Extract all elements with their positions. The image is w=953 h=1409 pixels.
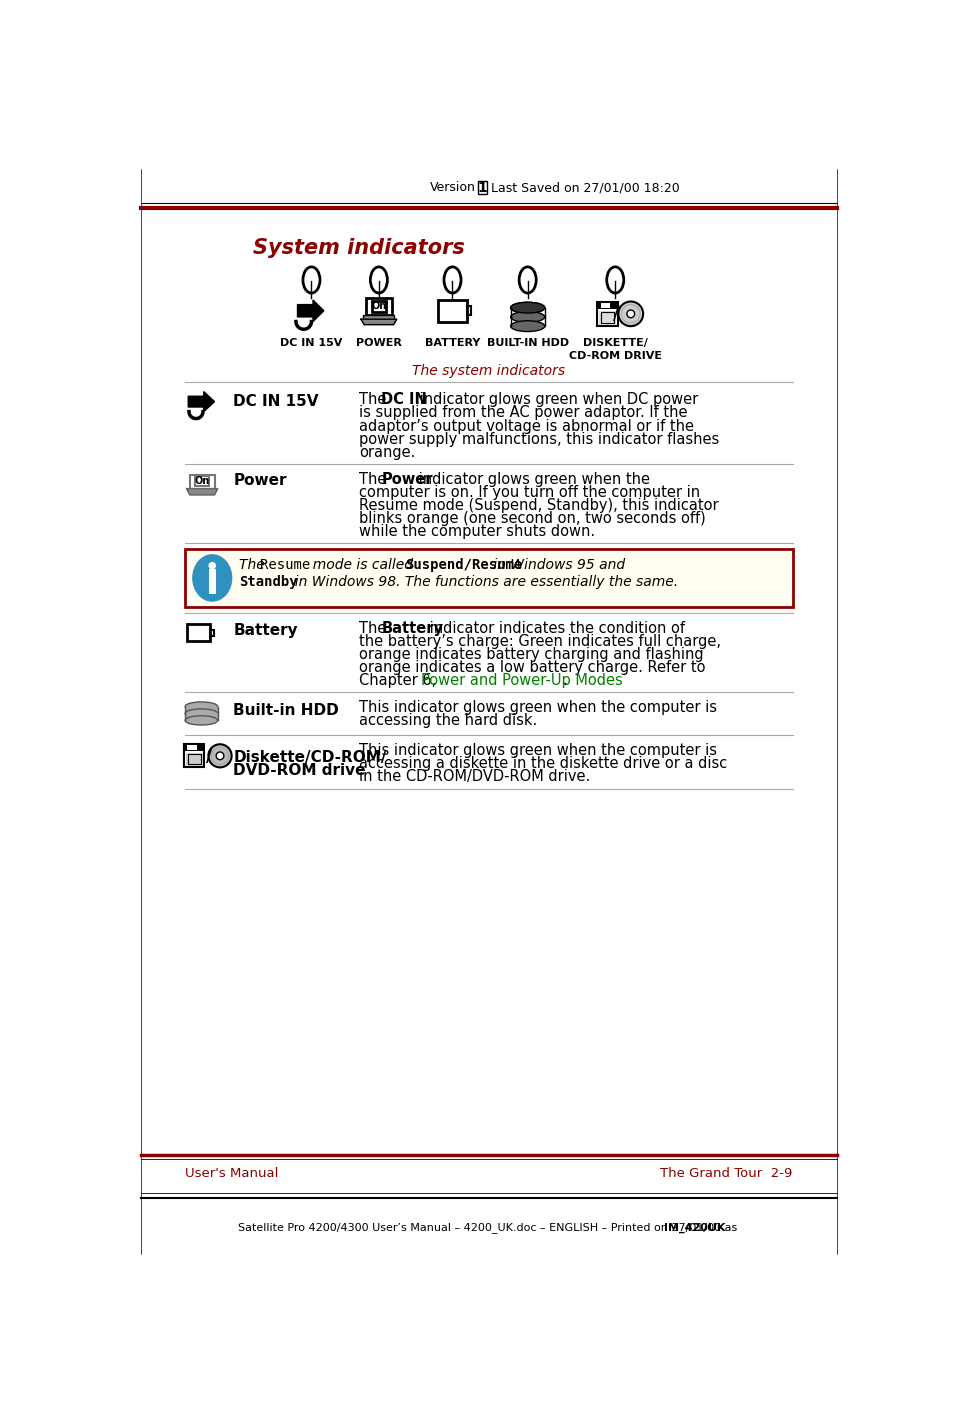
Polygon shape <box>360 320 396 324</box>
Ellipse shape <box>510 303 544 313</box>
Text: mode is called: mode is called <box>304 558 417 572</box>
Bar <box>467 306 471 316</box>
Text: The: The <box>359 621 391 635</box>
Text: BUILT-IN HDD: BUILT-IN HDD <box>486 338 568 348</box>
Text: The: The <box>359 392 391 407</box>
Text: BATTERY: BATTERY <box>424 338 479 348</box>
Text: The system indicators: The system indicators <box>412 364 565 378</box>
Text: Built-in HDD: Built-in HDD <box>233 703 338 719</box>
Text: DC IN 15V: DC IN 15V <box>233 395 318 409</box>
Bar <box>596 302 618 325</box>
Text: DC IN: DC IN <box>381 392 427 407</box>
Text: computer is on. If you turn off the computer in: computer is on. If you turn off the comp… <box>359 485 700 500</box>
Text: adaptor’s output voltage is abnormal or if the: adaptor’s output voltage is abnormal or … <box>359 418 694 434</box>
Text: Power and Power-Up Modes: Power and Power-Up Modes <box>421 674 622 689</box>
Ellipse shape <box>209 562 215 569</box>
Text: POWER: POWER <box>355 338 401 348</box>
Bar <box>185 548 792 607</box>
Text: IM_420UK: IM_420UK <box>663 1223 724 1233</box>
Ellipse shape <box>185 702 217 712</box>
Bar <box>187 745 196 750</box>
Bar <box>185 744 204 751</box>
Text: Suspend/Resume: Suspend/Resume <box>405 558 522 572</box>
Text: The: The <box>239 558 269 572</box>
Text: User's Manual: User's Manual <box>185 1167 278 1179</box>
Polygon shape <box>187 489 217 495</box>
Ellipse shape <box>185 716 217 726</box>
Bar <box>185 713 217 720</box>
Text: orange indicates battery charging and flashing: orange indicates battery charging and fl… <box>359 647 703 662</box>
Text: in Windows 98. The functions are essentially the same.: in Windows 98. The functions are essenti… <box>286 575 678 589</box>
Text: This indicator glows green when the computer is: This indicator glows green when the comp… <box>359 700 717 714</box>
Bar <box>188 754 200 764</box>
Text: Power: Power <box>381 472 433 486</box>
Text: 1: 1 <box>477 180 487 194</box>
Ellipse shape <box>208 744 232 768</box>
Text: is supplied from the AC power adaptor. If the: is supplied from the AC power adaptor. I… <box>359 406 687 420</box>
Text: On: On <box>194 476 210 486</box>
Polygon shape <box>188 392 214 411</box>
Bar <box>599 303 609 307</box>
Text: .: . <box>562 674 567 689</box>
Text: indicator glows green when DC power: indicator glows green when DC power <box>415 392 697 407</box>
Ellipse shape <box>510 303 544 313</box>
Text: in the CD-ROM/DVD-ROM drive.: in the CD-ROM/DVD-ROM drive. <box>359 769 590 783</box>
Text: blinks orange (one second on, two seconds off): blinks orange (one second on, two second… <box>359 511 705 526</box>
Bar <box>210 630 213 635</box>
Text: DISKETTE/
CD-ROM DRIVE: DISKETTE/ CD-ROM DRIVE <box>568 338 661 361</box>
Text: System indicators: System indicators <box>253 238 465 258</box>
Text: Power: Power <box>233 473 286 489</box>
Bar <box>600 313 613 323</box>
Text: orange.: orange. <box>359 445 416 459</box>
Text: indicator indicates the condition of: indicator indicates the condition of <box>424 621 684 635</box>
Ellipse shape <box>618 302 642 325</box>
Text: indicator glows green when the: indicator glows green when the <box>414 472 649 486</box>
Ellipse shape <box>193 555 232 602</box>
Ellipse shape <box>216 752 224 759</box>
Ellipse shape <box>185 709 217 719</box>
Bar <box>363 316 394 320</box>
Bar <box>365 299 392 316</box>
Bar <box>186 752 203 766</box>
Bar <box>597 302 617 309</box>
Ellipse shape <box>626 310 634 317</box>
Polygon shape <box>297 300 323 321</box>
Text: accessing the hard disk.: accessing the hard disk. <box>359 713 537 727</box>
Bar <box>195 476 209 486</box>
Text: Resume: Resume <box>259 558 310 572</box>
Text: DVD-ROM drive: DVD-ROM drive <box>233 762 365 778</box>
Text: The Grand Tour  2-9: The Grand Tour 2-9 <box>659 1167 792 1179</box>
Text: /: / <box>613 304 619 323</box>
Text: Diskette/CD-ROM/: Diskette/CD-ROM/ <box>233 751 386 765</box>
Ellipse shape <box>510 311 544 323</box>
Text: power supply malfunctions, this indicator flashes: power supply malfunctions, this indicato… <box>359 431 719 447</box>
Bar <box>187 624 210 641</box>
Text: while the computer shuts down.: while the computer shuts down. <box>359 524 595 540</box>
Bar <box>598 311 616 324</box>
Bar <box>190 475 214 489</box>
Bar <box>184 744 204 768</box>
Text: orange indicates a low battery charge. Refer to: orange indicates a low battery charge. R… <box>359 661 705 675</box>
Bar <box>477 182 487 193</box>
Text: Chapter 6,: Chapter 6, <box>359 674 441 689</box>
Bar <box>372 300 385 311</box>
Text: Standby: Standby <box>239 575 297 589</box>
Text: in Windows 95 and: in Windows 95 and <box>488 558 624 572</box>
Text: Resume mode (Suspend, Standby), this indicator: Resume mode (Suspend, Standby), this ind… <box>359 497 719 513</box>
Text: Version: Version <box>430 182 476 194</box>
Text: the battery’s charge: Green indicates full charge,: the battery’s charge: Green indicates fu… <box>359 634 720 650</box>
Text: Last Saved on 27/01/00 18:20: Last Saved on 27/01/00 18:20 <box>491 182 679 194</box>
Text: Satellite Pro 4200/4300 User’s Manual – 4200_UK.doc – ENGLISH – Printed on 27/01: Satellite Pro 4200/4300 User’s Manual – … <box>237 1223 740 1233</box>
Bar <box>185 706 217 713</box>
Text: accessing a diskette in the diskette drive or a disc: accessing a diskette in the diskette dri… <box>359 755 727 771</box>
Text: /: / <box>206 747 213 765</box>
Text: The: The <box>359 472 391 486</box>
Text: Battery: Battery <box>381 621 443 635</box>
Bar <box>437 300 467 321</box>
Text: DC IN 15V: DC IN 15V <box>280 338 342 348</box>
Text: Battery: Battery <box>233 623 297 638</box>
Text: This indicator glows green when the computer is: This indicator glows green when the comp… <box>359 743 717 758</box>
Ellipse shape <box>510 321 544 331</box>
Text: On: On <box>371 302 386 311</box>
